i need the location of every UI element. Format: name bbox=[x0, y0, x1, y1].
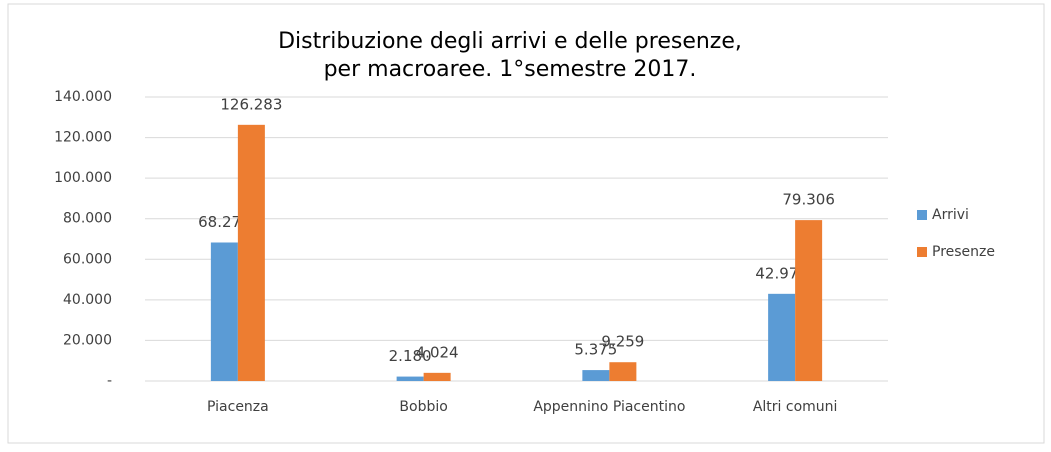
value-label: 126.283 bbox=[220, 95, 282, 113]
chart-title: Distribuzione degli arrivi e delle prese… bbox=[278, 29, 742, 54]
legend-label: Arrivi bbox=[932, 207, 969, 223]
x-tick-label: Appennino Piacentino bbox=[533, 399, 685, 415]
value-label: 42.974 bbox=[755, 264, 808, 282]
value-label: 4.024 bbox=[416, 343, 459, 361]
bar bbox=[768, 293, 796, 381]
y-tick-label: 140.000 bbox=[54, 89, 112, 105]
bar bbox=[396, 376, 424, 381]
value-label: 79.306 bbox=[782, 191, 835, 209]
x-tick-label: Altri comuni bbox=[753, 399, 838, 415]
legend-swatch bbox=[917, 210, 927, 220]
y-tick-label: 80.000 bbox=[63, 211, 112, 227]
bar bbox=[582, 370, 610, 381]
bar bbox=[609, 362, 637, 381]
legend-swatch bbox=[917, 247, 927, 257]
value-label: 9.259 bbox=[601, 333, 644, 351]
chart-title: per macroaree. 1°semestre 2017. bbox=[324, 57, 697, 82]
x-tick-label: Bobbio bbox=[399, 399, 447, 415]
y-tick-label: - bbox=[107, 373, 112, 389]
legend-label: Presenze bbox=[932, 244, 995, 260]
y-tick-label: 100.000 bbox=[54, 170, 112, 186]
value-label: 68.277 bbox=[198, 213, 251, 231]
x-tick-label: Piacenza bbox=[207, 399, 269, 415]
value-label: 5.375 bbox=[574, 341, 617, 359]
bar bbox=[423, 372, 451, 381]
chart-frame bbox=[7, 3, 1045, 444]
y-tick-label: 40.000 bbox=[63, 292, 112, 308]
bar bbox=[795, 220, 823, 381]
bar bbox=[210, 242, 238, 381]
bar bbox=[237, 124, 265, 381]
y-tick-label: 60.000 bbox=[63, 251, 112, 267]
y-tick-label: 20.000 bbox=[63, 332, 112, 348]
y-tick-label: 120.000 bbox=[54, 130, 112, 146]
value-label: 2.180 bbox=[389, 347, 432, 365]
